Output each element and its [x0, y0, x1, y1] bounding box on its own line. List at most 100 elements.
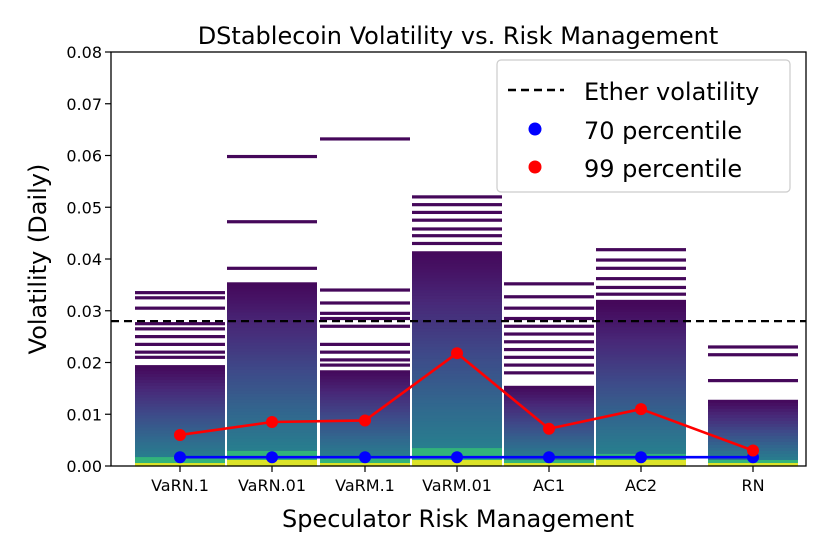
distribution-stripe — [135, 388, 225, 393]
outlier-mark — [135, 296, 225, 300]
x-tick-label: AC2 — [625, 476, 657, 495]
distribution-stripe — [227, 309, 317, 313]
distribution-stripe — [596, 330, 686, 334]
distribution-stripe — [412, 442, 502, 446]
distribution-stripe — [596, 348, 686, 352]
distribution-stripe — [412, 322, 502, 327]
legend: Ether volatility 70 percentile 99 percenti… — [496, 59, 791, 193]
distribution-stripe — [504, 412, 594, 417]
distribution-stripe — [412, 376, 502, 381]
distribution-stripe — [596, 432, 686, 437]
distribution-stripe — [596, 345, 686, 349]
distribution-stripe — [320, 403, 410, 407]
distribution-stripe — [320, 445, 410, 449]
distribution-stripe — [708, 429, 798, 434]
x-tick-label: VaRN.01 — [238, 476, 306, 495]
data-point — [451, 347, 463, 360]
outlier-mark — [504, 347, 594, 352]
data-point — [451, 451, 463, 464]
distribution-stripe — [135, 415, 225, 420]
outlier-mark — [596, 258, 686, 262]
distribution-stripe — [320, 376, 410, 380]
y-tick-label: 0.05 — [66, 198, 102, 217]
distribution-stripe — [320, 391, 410, 395]
distribution-stripe — [412, 260, 502, 264]
distribution-stripe — [596, 354, 686, 358]
distribution-stripe — [504, 448, 594, 452]
distribution-stripe — [320, 382, 410, 386]
y-tick-label: 0.01 — [66, 405, 102, 424]
distribution-stripe — [412, 394, 502, 398]
data-point — [359, 451, 371, 464]
legend-label: 70 percentile — [584, 117, 742, 145]
distribution-column-VaRN.01 — [227, 154, 317, 467]
distribution-stripe — [412, 382, 502, 387]
distribution-stripe — [227, 429, 317, 434]
distribution-stripe — [596, 312, 686, 316]
outlier-mark — [135, 355, 225, 359]
distribution-stripe — [596, 420, 686, 425]
distribution-stripe — [412, 403, 502, 407]
distribution-stripe — [504, 400, 594, 405]
distribution-stripe — [135, 379, 225, 384]
outlier-mark — [135, 322, 225, 326]
x-tick-label: VaRN.1 — [151, 476, 209, 495]
distribution-stripe — [596, 447, 686, 452]
distribution-stripe — [596, 327, 686, 331]
distribution-stripe — [412, 290, 502, 294]
distribution-stripe — [227, 381, 317, 386]
distribution-stripe — [227, 366, 317, 371]
distribution-stripe — [596, 360, 686, 364]
outlier-mark — [708, 379, 798, 383]
distribution-stripe — [708, 414, 798, 419]
distribution-stripe — [227, 447, 317, 452]
distribution-stripe — [227, 438, 317, 443]
distribution-stripe — [227, 303, 317, 307]
distribution-stripe — [504, 391, 594, 396]
distribution-stripe — [227, 312, 317, 317]
distribution-stripe — [596, 417, 686, 422]
distribution-stripe — [504, 385, 594, 390]
distribution-stripe — [412, 313, 502, 318]
distribution-stripe — [412, 421, 502, 425]
outlier-mark — [412, 218, 502, 222]
distribution-stripe — [135, 365, 225, 369]
distribution-stripe — [708, 399, 798, 404]
outlier-mark — [320, 316, 410, 321]
distribution-stripe — [412, 358, 502, 363]
y-tick-label: 0.06 — [66, 147, 102, 166]
distribution-stripe — [412, 337, 502, 342]
distribution-stripe — [412, 379, 502, 384]
outlier-mark — [504, 306, 594, 310]
data-point — [543, 422, 555, 435]
data-point — [174, 428, 186, 441]
distribution-stripe — [412, 436, 502, 440]
y-tick-label: 0.07 — [66, 95, 102, 114]
distribution-stripe — [504, 415, 594, 420]
distribution-stripe — [596, 396, 686, 401]
data-point — [635, 451, 647, 464]
distribution-column-VaRM.01 — [412, 195, 502, 467]
distribution-stripe — [412, 373, 502, 378]
distribution-stripe — [320, 427, 410, 431]
distribution-stripe — [596, 384, 686, 389]
distribution-stripe — [227, 384, 317, 389]
distribution-stripe — [320, 388, 410, 392]
distribution-stripe — [596, 426, 686, 431]
distribution-stripe — [227, 321, 317, 326]
outlier-mark — [412, 241, 502, 246]
legend-marker-70-percentile — [528, 122, 542, 136]
outlier-mark — [320, 324, 410, 328]
distribution-stripe — [412, 391, 502, 396]
distribution-stripe — [708, 432, 798, 437]
distribution-stripe — [227, 297, 317, 301]
distribution-stripe — [504, 445, 594, 449]
legend-box — [496, 59, 791, 193]
distribution-stripe — [227, 444, 317, 449]
distribution-stripe — [227, 432, 317, 437]
outlier-mark — [596, 248, 686, 252]
distribution-stripe — [596, 435, 686, 440]
distribution-stripe — [412, 310, 502, 315]
distribution-stripe — [227, 348, 317, 353]
